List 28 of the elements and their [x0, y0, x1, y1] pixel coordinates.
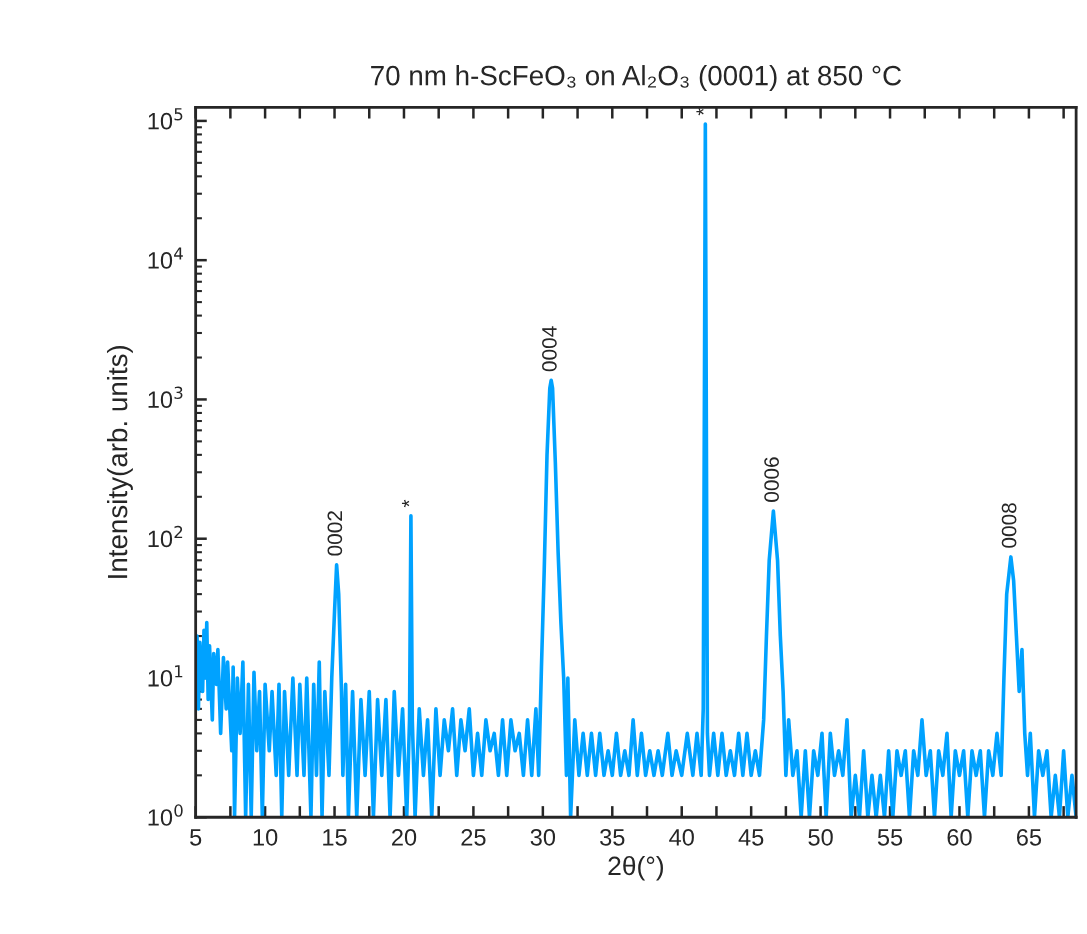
y-axis-title: Intensity(arb. units) — [106, 345, 133, 578]
x-tick-label: 30 — [530, 828, 556, 846]
chart-title: 70 nm h-ScFeO₃ on Al₂O₃ (0001) at 850 °C — [371, 65, 902, 91]
x-tick-label: 35 — [600, 828, 625, 846]
x-tick-label: 40 — [669, 828, 694, 846]
annotation: 0002 — [327, 511, 343, 556]
y-tick-label: 10$^{5}$ — [148, 108, 183, 130]
x-tick-label: 25 — [461, 828, 486, 846]
x-tick-label: 20 — [392, 828, 417, 846]
y-tick-label: 10$^{2}$ — [148, 525, 183, 548]
x-tick-label: 10 — [253, 828, 278, 846]
annotation: 0006 — [764, 457, 779, 502]
x-tick-label: 50 — [808, 828, 833, 846]
annotation: 0004 — [542, 326, 557, 372]
annotation: * — [696, 107, 704, 116]
x-axis-title: 2θ(°) — [608, 855, 663, 881]
x-tick-label: 60 — [947, 828, 972, 846]
y-tick-label: 10$^{3}$ — [148, 386, 183, 409]
annotation: 0008 — [1001, 503, 1017, 548]
x-tick-label: 65 — [1016, 828, 1042, 846]
annotation: * — [401, 499, 410, 508]
x-tick-label: 55 — [877, 829, 903, 846]
x-tick-label: 15 — [323, 829, 347, 846]
y-tick-label: 10$^{1}$ — [148, 665, 183, 687]
y-tick-label: 10$^{0}$ — [148, 804, 183, 826]
y-tick-label: 10$^{4}$ — [148, 247, 183, 269]
x-tick-label: 45 — [738, 829, 764, 846]
x-tick-label: 5 — [190, 829, 202, 846]
